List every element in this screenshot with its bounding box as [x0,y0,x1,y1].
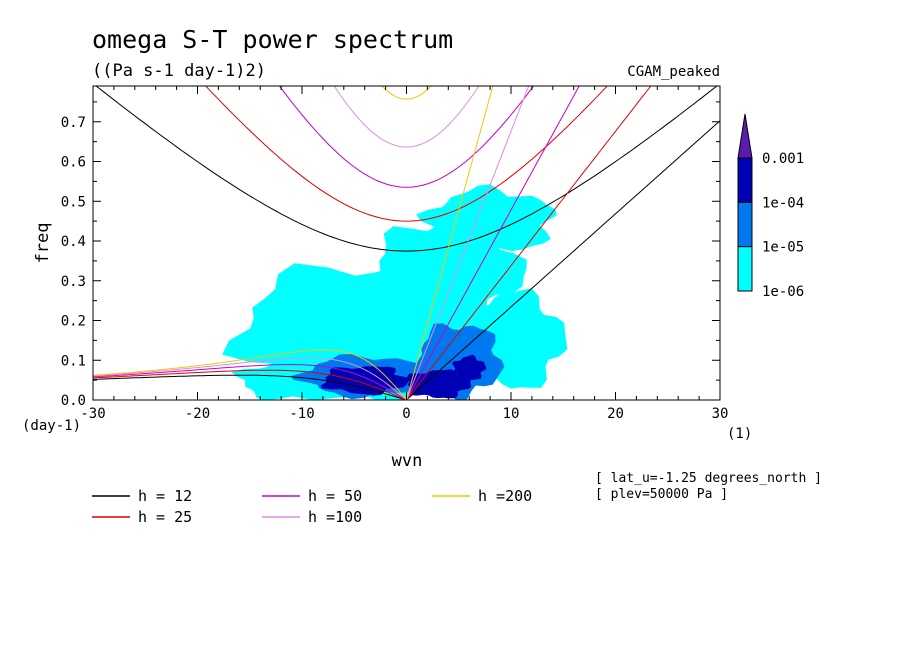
kelvin-curve [406,86,652,400]
x-tick-label: -20 [185,406,210,422]
spectrum-region [407,369,472,399]
colorbar: 0.001 1e-04 1e-05 1e-06 [737,113,804,300]
legend-label: h = 12 [138,487,192,505]
x-axis-unit: (1) [727,426,752,442]
x-tick-label: 30 [712,406,729,422]
chart-title: omega S-T power spectrum [92,25,453,54]
legend-label: h =200 [478,487,532,505]
gravity-curve [333,86,480,148]
x-tick-label: 10 [503,406,520,422]
rossby-curve [93,374,407,400]
legend: h = 12 h = 25 h = 50 h =100 h =200 [92,487,532,526]
spectrum-region [452,354,487,381]
x-tick-label: 0 [402,406,410,422]
colorbar-label: 0.001 [762,151,804,167]
x-axis: -30 -20 -10 0 10 20 30 [80,86,728,422]
x-tick-label: -10 [289,406,314,422]
y-axis: 0.0 0.1 0.2 0.3 0.4 0.5 0.6 0.7 [61,101,720,409]
x-tick-label: 20 [607,406,624,422]
colorbar-label: 1e-04 [762,195,804,211]
rossby-curve [93,357,407,400]
legend-label: h = 50 [308,487,362,505]
legend-label: h = 25 [138,508,192,526]
colorbar-swatch [737,201,753,248]
y-tick-label: 0.5 [61,194,86,210]
gravity-curve [205,86,608,222]
rossby-curve [93,369,407,400]
kelvin-curve [406,86,494,400]
info-lat: [ lat_u=-1.25 degrees_north ] [595,471,822,486]
colorbar-swatch [737,246,753,292]
chart-annotation: CGAM_peaked [627,64,720,80]
x-tick-label: -30 [80,406,105,422]
y-tick-label: 0.6 [61,155,86,171]
gravity-curve [95,86,718,252]
y-tick-label: 0.4 [61,234,86,250]
colorbar-label: 1e-06 [762,284,804,300]
colorbar-extend [737,113,753,159]
y-axis-unit: (day-1) [22,418,81,434]
spectrum-region [321,366,411,396]
x-axis-label: wvn [392,451,423,471]
colorbar-label: 1e-05 [762,240,804,256]
y-tick-label: 0.7 [61,115,86,131]
dispersion-curves [93,86,720,400]
gravity-curve [278,86,535,188]
rossby-curve [93,349,407,400]
kelvin-curve [406,86,580,400]
info-plev: [ plev=50000 Pa ] [595,487,728,502]
y-tick-label: 0.3 [61,274,86,290]
gravity-curve [381,86,432,100]
chart-subtitle: ((Pa s-1 day-1)2) [92,61,266,81]
y-axis-label: freq [33,223,53,264]
kelvin-curve [406,120,720,400]
kelvin-curve [406,86,530,400]
y-tick-label: 0.2 [61,314,86,330]
legend-label: h =100 [308,508,362,526]
colorbar-swatch [737,157,753,203]
y-tick-label: 0.0 [61,393,86,409]
spectrum-regions [222,184,568,400]
y-tick-label: 0.1 [61,353,86,369]
rossby-curve [93,363,407,400]
